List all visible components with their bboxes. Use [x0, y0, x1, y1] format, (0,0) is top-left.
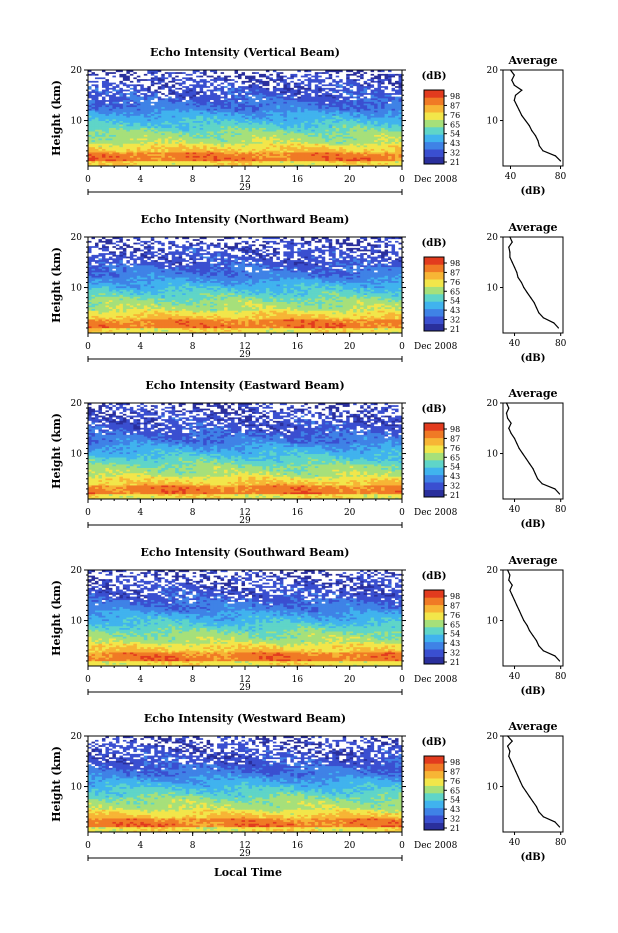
panel-0 — [84, 69, 563, 195]
heatmap — [88, 70, 402, 166]
